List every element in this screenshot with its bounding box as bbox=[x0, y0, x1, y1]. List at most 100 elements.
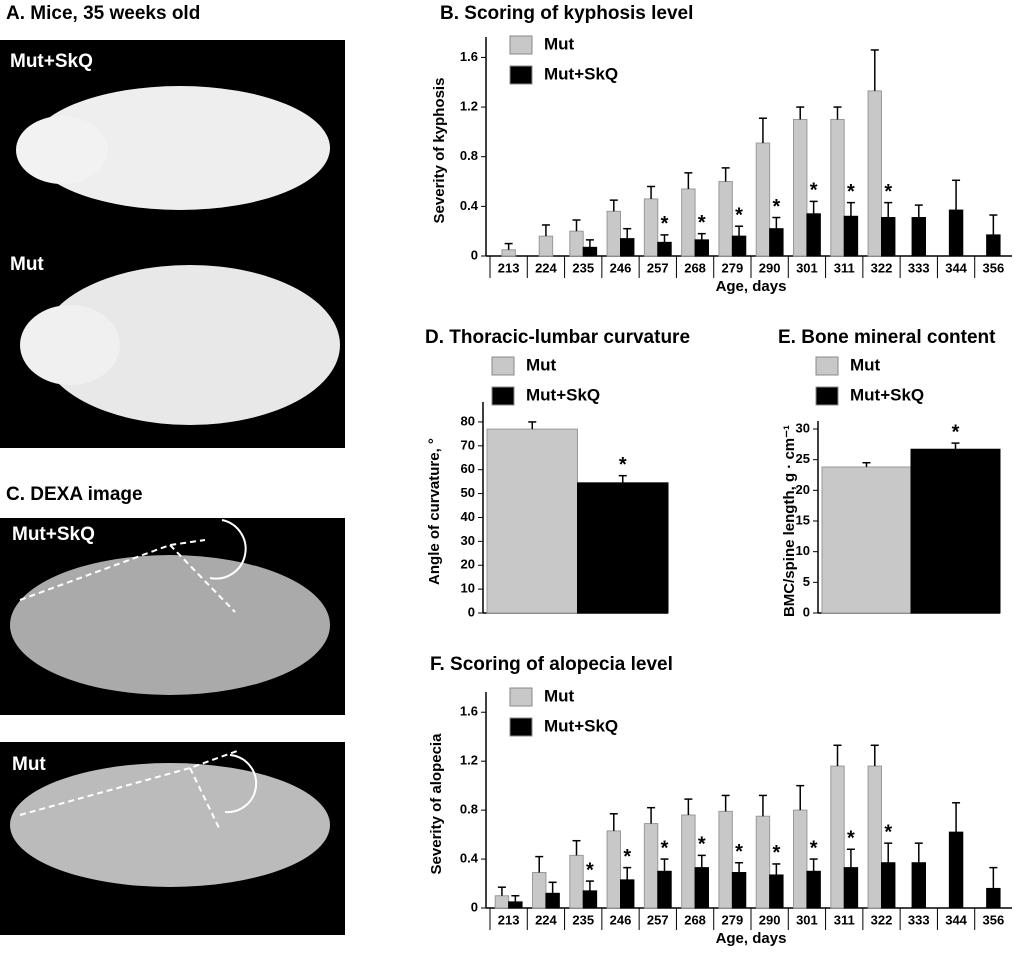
bar bbox=[986, 887, 1001, 909]
x-tick-label: 290 bbox=[759, 912, 781, 927]
angle-arc bbox=[224, 754, 258, 814]
x-tick-label: 235 bbox=[572, 260, 594, 275]
x-tick-label: 311 bbox=[834, 912, 855, 927]
bar bbox=[755, 142, 771, 257]
mouse-head bbox=[16, 116, 108, 184]
x-tick-label: 344 bbox=[945, 912, 967, 927]
x-tick-label: 257 bbox=[647, 912, 669, 927]
y-tick-label: 15 bbox=[796, 512, 810, 527]
bar bbox=[731, 872, 747, 909]
legend-swatch bbox=[509, 717, 533, 737]
legend-label: Mut bbox=[526, 355, 557, 374]
significance-mark: * bbox=[623, 846, 631, 868]
x-tick-label: 279 bbox=[722, 912, 744, 927]
photo-label: Mut bbox=[12, 754, 46, 775]
bar bbox=[769, 874, 784, 909]
bar bbox=[620, 879, 635, 909]
significance-mark: * bbox=[810, 837, 818, 859]
bar bbox=[769, 228, 784, 257]
significance-mark: * bbox=[735, 841, 743, 863]
bar bbox=[830, 765, 845, 909]
angle-arc bbox=[209, 519, 247, 580]
x-tick-label: 301 bbox=[796, 260, 818, 275]
bar bbox=[582, 890, 598, 909]
chart-title: B. Scoring of kyphosis level bbox=[440, 3, 693, 24]
x-tick-label: 213 bbox=[498, 260, 520, 275]
y-tick-label: 30 bbox=[461, 533, 475, 548]
mouse bbox=[30, 86, 330, 210]
bar bbox=[486, 428, 578, 614]
y-axis-label: Severity of kyphosis bbox=[431, 78, 448, 224]
bar bbox=[806, 213, 821, 257]
significance-mark: * bbox=[772, 842, 780, 864]
y-tick-label: 0.4 bbox=[460, 198, 479, 213]
y-axis-label: Severity of alopecia bbox=[428, 733, 445, 875]
chart-title: D. Thoracic-lumbar curvature bbox=[425, 327, 690, 348]
x-tick-label: 235 bbox=[572, 912, 594, 927]
legend-swatch bbox=[509, 687, 533, 707]
significance-mark: * bbox=[952, 421, 960, 443]
bar bbox=[569, 854, 584, 909]
bar bbox=[843, 215, 859, 257]
bar bbox=[508, 901, 523, 909]
y-tick-label: 1.6 bbox=[460, 49, 478, 64]
bar bbox=[881, 862, 896, 909]
significance-mark: * bbox=[698, 212, 706, 234]
bar bbox=[948, 209, 964, 257]
bar bbox=[657, 241, 672, 257]
x-tick-label: 356 bbox=[983, 260, 1005, 275]
bar bbox=[867, 765, 883, 909]
bar bbox=[694, 239, 709, 257]
x-tick-label: 333 bbox=[908, 260, 930, 275]
x-tick-label: 322 bbox=[871, 260, 893, 275]
bar bbox=[986, 234, 1001, 257]
photo-label: Mut+SkQ bbox=[12, 524, 95, 545]
significance-mark: * bbox=[619, 454, 627, 476]
y-axis-label: Angle of curvature, ° bbox=[426, 438, 443, 585]
panel-title: C. DEXA image bbox=[6, 484, 143, 505]
significance-mark: * bbox=[810, 180, 818, 202]
mouse bbox=[40, 265, 340, 425]
bar bbox=[718, 810, 733, 909]
bar bbox=[755, 815, 771, 909]
x-tick-label: 279 bbox=[722, 260, 744, 275]
chart-title: E. Bone mineral content bbox=[778, 327, 996, 348]
legend-swatch bbox=[815, 386, 839, 406]
bar bbox=[911, 217, 926, 257]
bar bbox=[830, 118, 845, 257]
y-tick-label: 0.8 bbox=[460, 148, 478, 163]
legend-label: Mut bbox=[850, 355, 881, 374]
x-tick-label: 268 bbox=[684, 260, 706, 275]
bar bbox=[569, 230, 584, 257]
bar bbox=[821, 466, 912, 614]
x-tick-label: 257 bbox=[647, 260, 669, 275]
y-tick-label: 10 bbox=[796, 543, 810, 558]
x-tick-label: 333 bbox=[908, 912, 930, 927]
y-tick-label: 50 bbox=[461, 485, 475, 500]
y-tick-label: 20 bbox=[796, 482, 810, 497]
y-tick-label: 0 bbox=[471, 899, 478, 914]
legend-label: Mut+SkQ bbox=[544, 64, 618, 83]
photo-label: Mut bbox=[10, 254, 44, 275]
bar bbox=[532, 872, 547, 909]
bar bbox=[793, 118, 808, 257]
significance-mark: * bbox=[884, 821, 892, 843]
panel-title: A. Mice, 35 weeks old bbox=[6, 3, 200, 24]
significance-mark: * bbox=[847, 828, 855, 850]
legend-label: Mut bbox=[544, 686, 575, 705]
y-tick-label: 0 bbox=[803, 604, 810, 619]
legend-label: Mut+SkQ bbox=[850, 385, 924, 404]
bar bbox=[843, 867, 859, 909]
bar bbox=[620, 238, 635, 257]
y-tick-label: 0 bbox=[471, 247, 478, 262]
x-tick-label: 224 bbox=[535, 260, 557, 275]
bar bbox=[606, 830, 622, 909]
bar bbox=[948, 831, 964, 909]
bar bbox=[793, 809, 808, 909]
y-tick-label: 80 bbox=[461, 413, 475, 428]
bar bbox=[657, 870, 672, 909]
significance-mark: * bbox=[884, 181, 892, 203]
legend-swatch bbox=[509, 65, 533, 85]
x-axis-label: Age, days bbox=[716, 930, 787, 947]
